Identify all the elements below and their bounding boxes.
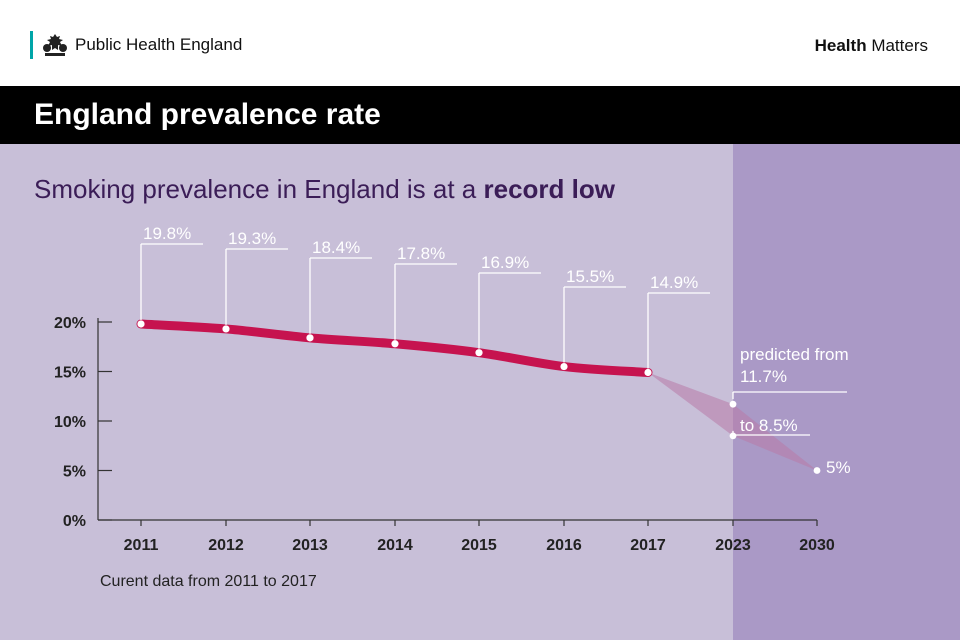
predicted-label-line2: 11.7% (740, 367, 787, 386)
predicted-lower-point (729, 432, 737, 440)
data-label: 15.5% (566, 267, 614, 286)
royal-crest-icon (43, 34, 67, 56)
data-point (391, 340, 399, 348)
target-2030-point (813, 467, 821, 474)
subtitle-emphasis: record low (483, 174, 615, 204)
x-tick-label: 2015 (461, 537, 497, 554)
prevalence-chart: 20% 15% 10% 5% 0% 2011 2012 2013 2014 2015 2016 201… (54, 224, 851, 554)
health-matters-brand: Health Matters (815, 36, 928, 56)
data-point (137, 320, 145, 328)
x-tick-label: 2014 (377, 537, 413, 554)
target-2030-label: 5% (826, 458, 851, 477)
x-tick-label: 2011 (124, 537, 159, 554)
chart-labels: 19.8% 19.3% 18.4% 17.8% 16.9% 15.5% 14.9% predi… (140, 224, 851, 477)
y-tick-label: 5% (63, 464, 86, 481)
data-label: 19.3% (228, 229, 276, 248)
x-tick-label: 2013 (292, 537, 328, 554)
title-banner (0, 86, 960, 144)
chart-subtitle: Smoking prevalence in England is at a re… (34, 174, 615, 205)
x-tick-label: 2017 (630, 537, 666, 554)
predicted-to-label: to 8.5% (740, 416, 798, 435)
y-tick-label: 15% (54, 365, 86, 382)
page-title: England prevalence rate (34, 98, 381, 131)
header: Public Health England Health Matters (0, 0, 960, 86)
x-tick-label: 2016 (546, 537, 582, 554)
brand-bold: Health (814, 36, 867, 55)
data-label: 16.9% (481, 253, 529, 272)
data-point (644, 368, 652, 377)
y-tick-label: 10% (54, 414, 86, 431)
footnote: Curent data from 2011 to 2017 (100, 573, 317, 590)
chart-marks (136, 319, 821, 474)
phe-logo[interactable]: Public Health England (30, 30, 242, 60)
chart-axes: 20% 15% 10% 5% 0% 2011 2012 2013 2014 2015 2016 201… (54, 315, 835, 554)
x-tick-label: 2012 (208, 537, 244, 554)
data-point (560, 362, 568, 371)
data-point (475, 349, 483, 357)
prediction-band (648, 372, 817, 471)
data-label: 14.9% (650, 273, 698, 292)
predicted-label-line1: predicted from (740, 345, 849, 364)
data-point (306, 334, 314, 342)
data-point (222, 325, 230, 333)
y-tick-label: 20% (54, 315, 86, 332)
data-label: 17.8% (397, 244, 445, 263)
org-name: Public Health England (75, 35, 243, 54)
subtitle-text: Smoking prevalence in England is at a (34, 174, 484, 204)
logo-divider (30, 31, 33, 59)
data-label: 18.4% (312, 238, 360, 257)
x-tick-label: 2023 (715, 537, 751, 554)
data-label: 19.8% (143, 224, 191, 243)
x-tick-label: 2030 (799, 537, 835, 554)
brand-rest: Matters (866, 36, 928, 55)
y-tick-label: 0% (63, 513, 86, 530)
predicted-upper-point (729, 400, 737, 408)
